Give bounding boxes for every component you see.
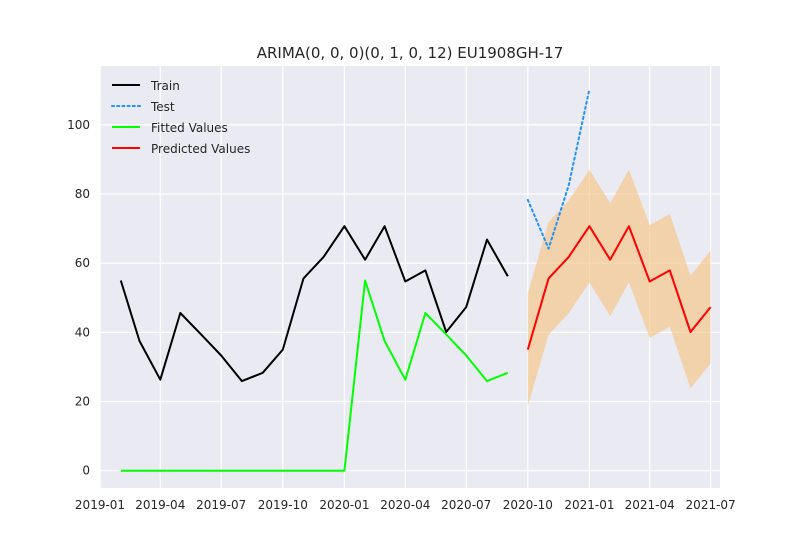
y-tick-labels: 0 20 40 60 80 100 (67, 118, 90, 478)
y-tick-label: 0 (82, 464, 90, 478)
y-tick-label: 80 (75, 187, 90, 201)
x-tick-label: 2021-01 (564, 498, 614, 512)
x-tick-label: 2020-07 (441, 498, 491, 512)
legend-label-test: Test (150, 100, 175, 114)
legend-label-train: Train (150, 79, 180, 93)
x-tick-label: 2021-04 (625, 498, 675, 512)
x-tick-label: 2019-01 (75, 498, 125, 512)
x-tick-label: 2020-01 (319, 498, 369, 512)
confidence-band-group (527, 169, 711, 406)
legend-label-fitted-values: Fitted Values (151, 121, 228, 135)
chart-title: ARIMA(0, 0, 0)(0, 1, 0, 12) EU1908GH-17 (257, 44, 564, 62)
test-line (526, 88, 591, 250)
y-tick-label: 20 (75, 395, 90, 409)
predicted-values-line (526, 225, 712, 350)
y-tick-label: 100 (67, 118, 90, 132)
x-tick-label: 2020-10 (503, 498, 553, 512)
y-tick-label: 60 (75, 256, 90, 270)
legend-label-predicted-values: Predicted Values (151, 142, 250, 156)
x-tick-label: 2019-10 (258, 498, 308, 512)
confidence-band (527, 169, 711, 406)
x-tick-label: 2019-07 (196, 498, 246, 512)
x-tick-labels: 2019-01 2019-04 2019-07 2019-10 2020-01 2020-… (75, 498, 736, 512)
legend: Train Test Fitted Values Predicted Values (111, 79, 250, 156)
fitted-values-line (120, 279, 509, 472)
train-line (119, 225, 509, 383)
x-tick-label: 2019-04 (135, 498, 185, 512)
x-tick-label: 2020-04 (380, 498, 430, 512)
y-tick-label: 40 (75, 325, 90, 339)
x-tick-label: 2021-07 (686, 498, 736, 512)
series-lines (119, 88, 712, 472)
